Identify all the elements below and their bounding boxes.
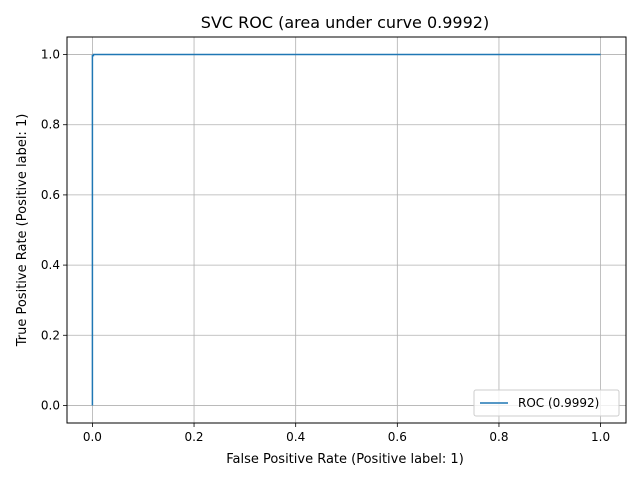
series-layer xyxy=(91,53,601,406)
x-axis-ticks: 0.0 0.2 0.4 0.6 0.8 1.0 xyxy=(83,423,610,444)
x-tick-label: 0.4 xyxy=(286,430,305,444)
legend: ROC (0.9992) xyxy=(473,389,620,417)
y-axis-ticks: 0.0 0.2 0.4 0.6 0.8 1.0 xyxy=(41,48,67,412)
y-tick-label: 0.2 xyxy=(41,328,60,342)
roc-series-line xyxy=(91,53,601,406)
legend-label: ROC (0.9992) xyxy=(518,396,599,410)
x-tick-label: 1.0 xyxy=(591,430,610,444)
chart-title: SVC ROC (area under curve 0.9992) xyxy=(201,13,489,32)
x-tick-label: 0.0 xyxy=(83,430,102,444)
legend-box xyxy=(473,389,620,417)
x-tick-label: 0.2 xyxy=(184,430,203,444)
y-tick-label: 0.6 xyxy=(41,188,60,202)
x-axis-label: False Positive Rate (Positive label: 1) xyxy=(226,452,464,467)
y-tick-label: 0.4 xyxy=(41,258,60,272)
x-tick-label: 0.6 xyxy=(388,430,407,444)
x-tick-label: 0.8 xyxy=(489,430,508,444)
y-axis-label: True Positive Rate (Positive label: 1) xyxy=(15,114,30,348)
plot-frame xyxy=(66,36,627,424)
y-tick-label: 1.0 xyxy=(41,48,60,62)
y-tick-label: 0.0 xyxy=(41,398,60,412)
y-tick-label: 0.8 xyxy=(41,118,60,132)
grid xyxy=(67,37,626,423)
